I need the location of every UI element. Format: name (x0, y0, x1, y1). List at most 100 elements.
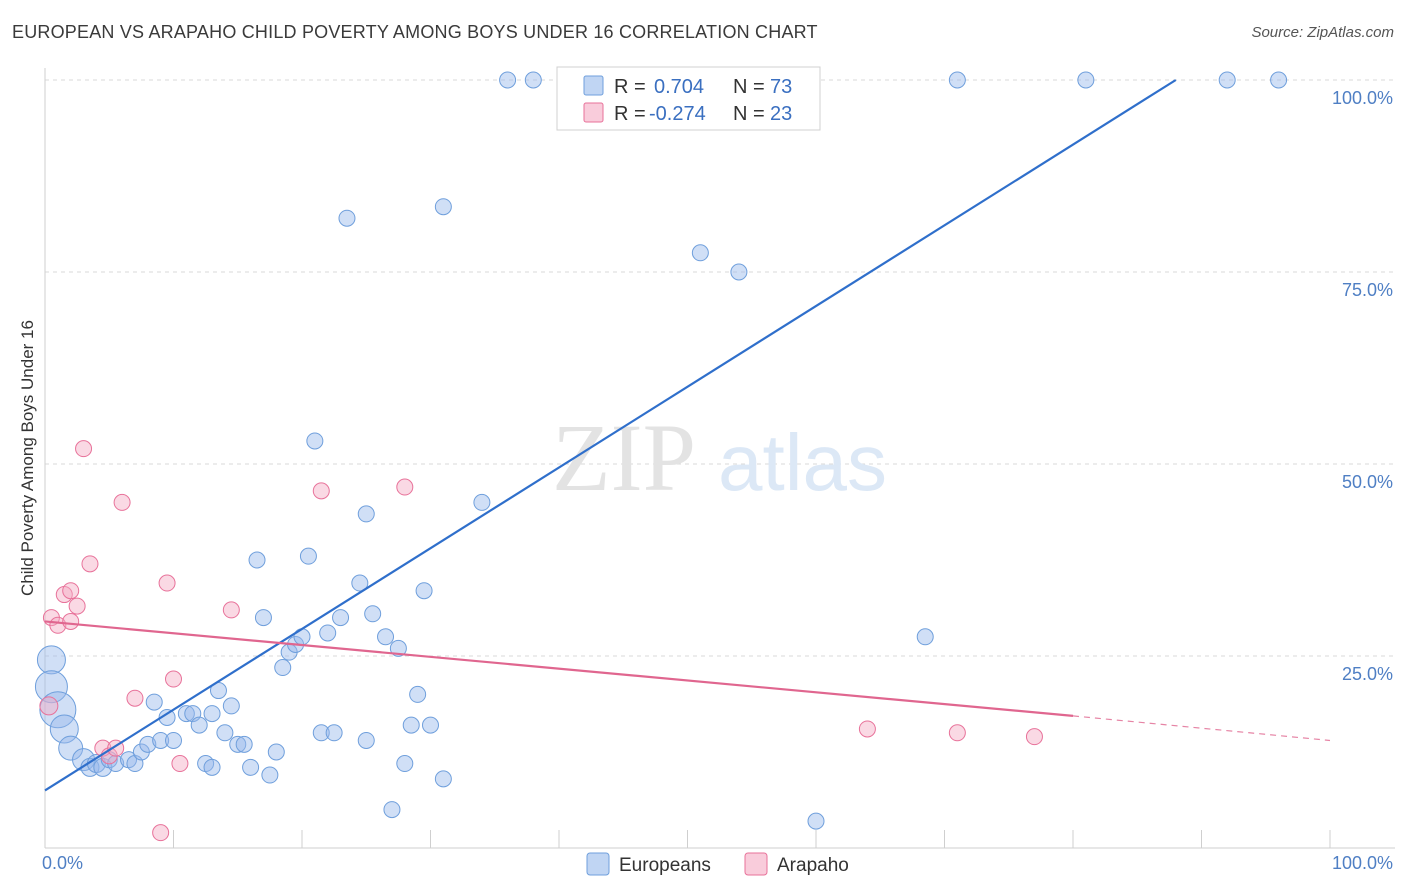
european-point-0 (36, 645, 66, 675)
european-point-34 (267, 743, 285, 761)
arapaho-point-7 (75, 440, 93, 458)
legend-r-label-1: R = (614, 76, 646, 98)
european-point-46 (351, 574, 369, 592)
european-point-69 (948, 71, 966, 89)
european-point-56 (415, 582, 433, 600)
european-point-18 (165, 731, 182, 749)
bottom-legend-swatch-europeans (586, 852, 610, 876)
european-point-57 (422, 716, 439, 734)
arapaho-trend-line (44, 620, 1074, 717)
european-point-47 (357, 505, 375, 523)
arapaho-point-22 (948, 724, 966, 742)
y-tick-label-1: 50.0% (1342, 472, 1393, 492)
arapaho-point-16 (165, 670, 182, 688)
european-point-64 (730, 263, 748, 281)
european-point-23 (203, 705, 221, 723)
european-point-59 (434, 770, 452, 788)
european-point-62 (524, 71, 542, 89)
y-axis-label: Child Poverty Among Boys Under 16 (18, 320, 37, 596)
arapaho-point-4 (62, 612, 80, 630)
legend-r-label-2: R = (614, 103, 646, 125)
arapaho-point-13 (126, 689, 144, 707)
arapaho-point-17 (171, 755, 189, 773)
legend-n-label-2: N = (733, 103, 765, 125)
european-point-31 (248, 551, 266, 569)
european-point-68 (916, 628, 934, 646)
source-credit: Source: ZipAtlas.com (1251, 24, 1394, 41)
x-tick-labels: 0.0% 100.0% (42, 853, 1393, 873)
arapaho-point-20 (396, 478, 414, 496)
bottom-legend-europeans: Europeans (619, 855, 711, 876)
european-point-71 (1218, 71, 1236, 89)
arapaho-point-6 (68, 597, 86, 615)
european-point-32 (254, 609, 272, 627)
european-point-60 (473, 493, 491, 511)
european-point-49 (364, 605, 382, 623)
european-point-30 (242, 758, 260, 776)
arapaho-points (39, 440, 1043, 842)
arapaho-point-12 (113, 493, 131, 511)
bottom-legend-swatch-arapaho (744, 852, 768, 876)
y-tick-labels: 25.0% 50.0% 75.0% 100.0% (1332, 88, 1393, 684)
european-point-29 (235, 735, 253, 753)
grid-lines (45, 79, 1395, 657)
arapaho-point-8 (81, 555, 99, 573)
chart-title: EUROPEAN VS ARAPAHO CHILD POVERTY AMONG … (12, 22, 818, 42)
european-point-42 (319, 624, 337, 642)
legend-n-value-2: 23 (770, 103, 792, 125)
x-tick-label-0: 0.0% (42, 853, 83, 873)
y-tick-label-2: 75.0% (1342, 280, 1393, 300)
european-point-41 (312, 724, 330, 742)
legend-r-value-2: -0.274 (649, 103, 706, 125)
european-point-51 (383, 801, 401, 819)
arapaho-point-18 (222, 601, 240, 619)
arapaho-point-0 (39, 696, 59, 716)
european-point-45 (338, 209, 356, 227)
arapaho-trend-extension (1072, 715, 1331, 742)
european-point-54 (402, 716, 420, 734)
arapaho-point-15 (158, 574, 176, 592)
legend-swatch-europeans (583, 75, 604, 96)
european-point-53 (396, 755, 414, 773)
legend-n-value-1: 73 (770, 76, 792, 98)
arapaho-point-19 (312, 482, 330, 500)
arapaho-point-23 (1025, 728, 1043, 746)
series-legend: Europeans Arapaho (586, 852, 849, 876)
european-point-72 (1270, 71, 1288, 89)
stats-legend: R = 0.704 N = 73 R = -0.274 N = 23 (556, 66, 821, 131)
european-point-16 (152, 731, 170, 749)
arapaho-point-5 (62, 582, 80, 600)
european-point-28 (229, 735, 247, 753)
arapaho-point-21 (858, 720, 876, 738)
european-point-50 (377, 628, 395, 646)
european-point-4 (58, 735, 84, 761)
european-point-48 (357, 731, 375, 749)
european-point-26 (216, 724, 234, 742)
bottom-legend-arapaho: Arapaho (777, 855, 849, 876)
legend-swatch-arapaho (583, 102, 604, 123)
european-point-21 (190, 716, 208, 734)
trend-lines (44, 79, 1331, 792)
y-tick-label-0: 25.0% (1342, 664, 1393, 684)
european-point-24 (203, 758, 221, 776)
european-point-43 (325, 724, 343, 742)
european-point-35 (274, 659, 292, 677)
european-point-33 (261, 766, 279, 784)
european-point-40 (306, 432, 324, 450)
watermark-atlas: atlas (718, 418, 887, 507)
european-trend-line (44, 79, 1177, 792)
european-point-15 (145, 693, 163, 711)
european-point-39 (299, 547, 317, 565)
axes (44, 68, 1395, 849)
european-point-1 (34, 670, 68, 704)
european-point-63 (691, 244, 709, 262)
european-point-55 (409, 685, 427, 703)
european-point-67 (807, 812, 825, 830)
arapaho-point-14 (152, 824, 170, 842)
european-point-52 (389, 639, 407, 657)
european-point-58 (434, 198, 452, 216)
y-tick-label-3: 100.0% (1332, 88, 1393, 108)
european-point-44 (332, 609, 350, 627)
european-point-27 (222, 697, 240, 715)
